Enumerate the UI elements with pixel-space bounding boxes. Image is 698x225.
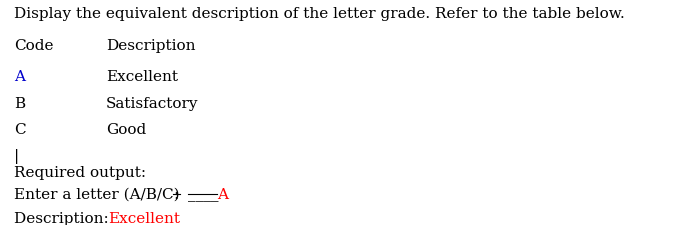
Text: Satisfactory: Satisfactory (106, 96, 198, 110)
Text: Description:: Description: (14, 211, 113, 225)
Text: Description: Description (106, 38, 195, 52)
Text: Excellent: Excellent (108, 211, 180, 225)
Text: Code: Code (14, 38, 53, 52)
Text: ____: ____ (188, 187, 218, 201)
Text: A: A (217, 187, 228, 201)
Text: A: A (14, 70, 24, 84)
Text: Display the equivalent description of the letter grade. Refer to the table below: Display the equivalent description of th… (14, 7, 625, 21)
Text: Required output:: Required output: (14, 165, 146, 179)
Text: Enter a letter (A/B/C): Enter a letter (A/B/C) (14, 187, 179, 201)
Text: C: C (14, 122, 25, 136)
Text: Good: Good (106, 122, 146, 136)
Text: :: : (173, 187, 179, 201)
Text: |: | (14, 148, 19, 163)
Text: Excellent: Excellent (106, 70, 178, 84)
Text: B: B (14, 96, 25, 110)
